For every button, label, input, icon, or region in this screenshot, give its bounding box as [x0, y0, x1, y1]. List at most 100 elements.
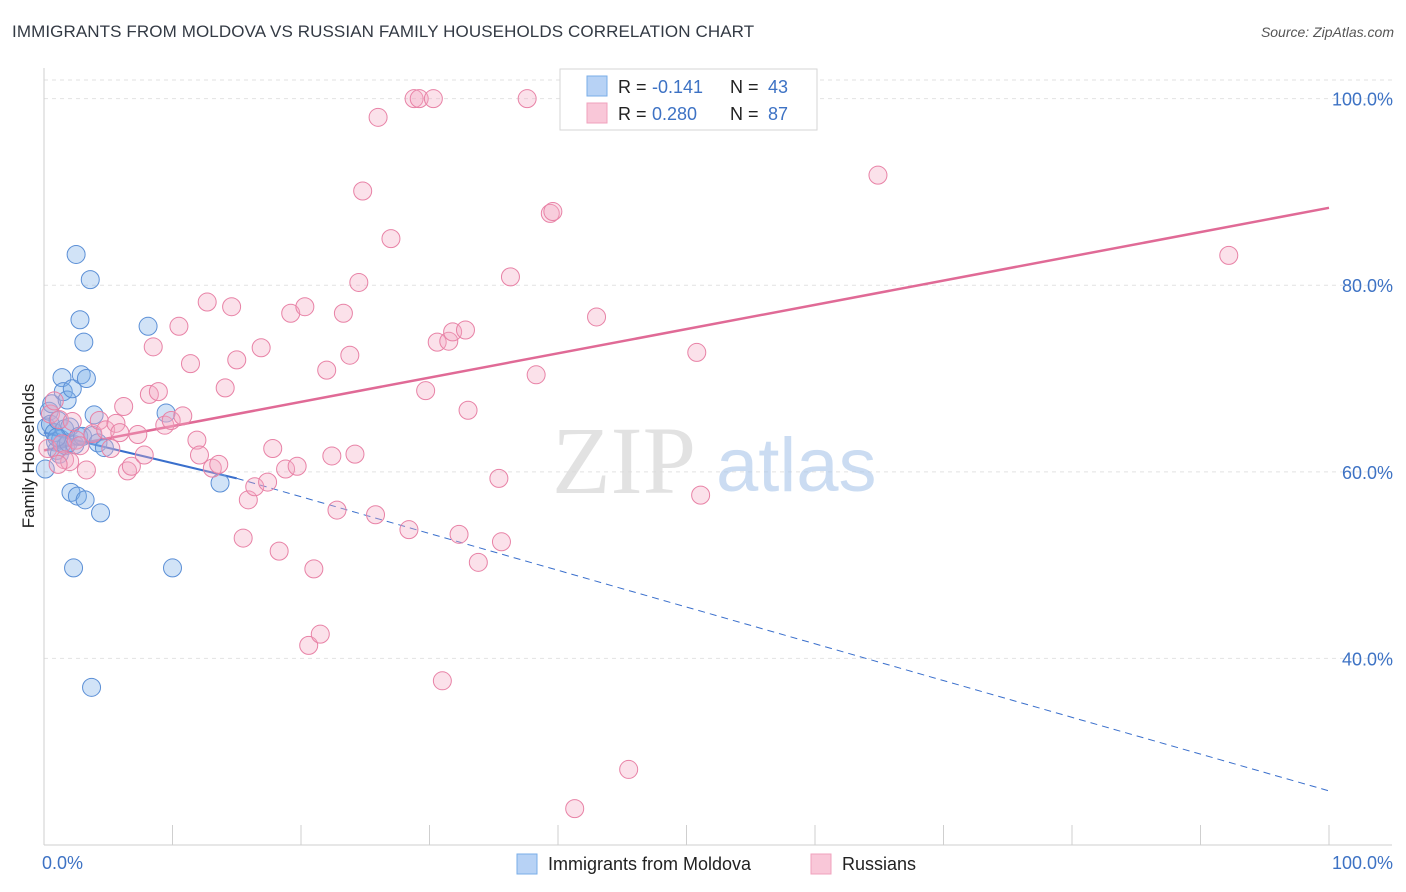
russians-point-43: [263, 439, 283, 459]
russians-point-7: [62, 411, 82, 431]
russians-point-80: [526, 365, 546, 385]
moldova-point-29: [76, 369, 96, 389]
moldova-point-40: [210, 473, 230, 493]
moldova-point-31: [82, 677, 102, 697]
russians-point-33: [202, 458, 222, 478]
grid-lines: [44, 79, 1392, 659]
stats-legend: R = -0.141 N = 43 R = 0.280 N = 87: [559, 68, 818, 131]
stats-legend-n-label-1: N =: [730, 77, 759, 97]
russians-point-35: [215, 378, 235, 398]
bottom-legend-label-moldova: Immigrants from Moldova: [548, 854, 752, 874]
y-tick-labels: 40.0% 60.0% 80.0% 100.0%: [1332, 90, 1393, 670]
russians-point-2: [44, 391, 64, 411]
russians-point-57: [345, 444, 365, 464]
russians-point-63: [399, 520, 419, 540]
russians-point-47: [287, 456, 307, 476]
watermark-atlas: atlas: [716, 423, 877, 508]
y-axis-label: Family Households: [19, 384, 38, 529]
stats-legend-r-label-2: R =: [618, 104, 647, 124]
series-russians: [38, 89, 1239, 819]
russians-point-45: [276, 459, 296, 479]
russians-point-81: [540, 203, 560, 223]
y-tick-label-40: 40.0%: [1342, 649, 1393, 669]
trend-line-moldova-extrapolated: [236, 477, 1330, 792]
russians-point-16: [110, 423, 130, 443]
watermark-zip: ZIP: [552, 407, 696, 514]
russians-point-82: [543, 202, 563, 222]
russians-point-72: [449, 524, 469, 544]
russians-point-44: [269, 541, 289, 561]
russians-point-67: [423, 89, 443, 109]
moldova-point-24: [70, 310, 90, 330]
moldova-point-21: [66, 244, 86, 264]
moldova-point-30: [80, 270, 100, 290]
russians-point-49: [299, 635, 319, 655]
stats-legend-n-label-2: N =: [730, 104, 759, 124]
russians-point-59: [353, 181, 373, 201]
russians-point-15: [106, 413, 126, 433]
moldova-point-41: [35, 459, 55, 479]
russians-point-36: [222, 297, 242, 317]
russians-point-64: [404, 89, 424, 109]
russians-point-60: [366, 505, 386, 525]
russians-point-6: [60, 452, 80, 472]
russians-point-8: [66, 430, 86, 450]
moldova-point-35: [91, 503, 111, 523]
russians-point-66: [416, 381, 436, 401]
moldova-point-39: [163, 558, 182, 578]
moldova-point-19: [64, 558, 84, 578]
stats-legend-n-value-1: 43: [768, 77, 788, 97]
moldova-point-3: [42, 394, 62, 414]
watermark: ZIP atlas: [552, 407, 877, 514]
russians-point-53: [322, 446, 342, 466]
bottom-legend: Immigrants from Moldova Russians: [516, 853, 916, 875]
trend-line-moldova: [43, 431, 237, 480]
x-tick-label-min: 0.0%: [42, 853, 83, 873]
moldova-point-18: [62, 379, 82, 399]
russians-point-87: [691, 485, 711, 505]
russians-point-29: [180, 354, 200, 374]
russians-point-46: [281, 303, 301, 323]
russians-point-0: [38, 439, 58, 459]
russians-point-40: [245, 477, 265, 497]
russians-point-75: [468, 552, 488, 572]
russians-point-27: [169, 316, 189, 336]
russians-point-48: [295, 297, 315, 317]
moldova-point-27: [74, 332, 94, 352]
russians-point-30: [187, 430, 207, 450]
russians-point-42: [258, 472, 278, 492]
russians-point-54: [327, 500, 347, 520]
russians-point-83: [565, 799, 585, 819]
russians-point-61: [368, 107, 388, 127]
russians-point-17: [114, 397, 134, 417]
russians-point-85: [619, 759, 639, 779]
stats-legend-swatch-moldova: [586, 75, 608, 97]
russians-point-37: [227, 350, 247, 370]
y-tick-label-100: 100.0%: [1332, 90, 1393, 110]
moldova-point-28: [75, 490, 95, 510]
bottom-legend-swatch-russians: [810, 853, 832, 875]
russians-point-52: [317, 360, 337, 380]
russians-point-89: [1219, 245, 1239, 265]
russians-point-62: [381, 229, 401, 249]
x-tick-label-max: 100.0%: [1332, 853, 1393, 873]
russians-point-84: [587, 307, 607, 327]
russians-point-23: [143, 337, 163, 357]
russians-point-78: [500, 267, 520, 287]
russians-point-12: [89, 411, 109, 431]
russians-point-41: [251, 338, 271, 358]
russians-point-13: [96, 420, 116, 440]
russians-point-69: [432, 671, 452, 691]
russians-point-70: [439, 331, 459, 351]
russians-point-9: [70, 436, 90, 456]
russians-point-28: [173, 406, 193, 426]
russians-point-50: [304, 559, 324, 579]
russians-point-21: [134, 445, 154, 465]
stats-legend-n-value-2: 87: [768, 104, 788, 124]
trend-line-russians: [43, 206, 1330, 452]
stats-legend-r-value-1: -0.141: [652, 77, 703, 97]
chart-source: Source: ZipAtlas.com: [1260, 24, 1394, 40]
russians-point-20: [128, 425, 148, 445]
russians-point-32: [197, 292, 217, 312]
bottom-legend-swatch-moldova: [516, 853, 538, 875]
